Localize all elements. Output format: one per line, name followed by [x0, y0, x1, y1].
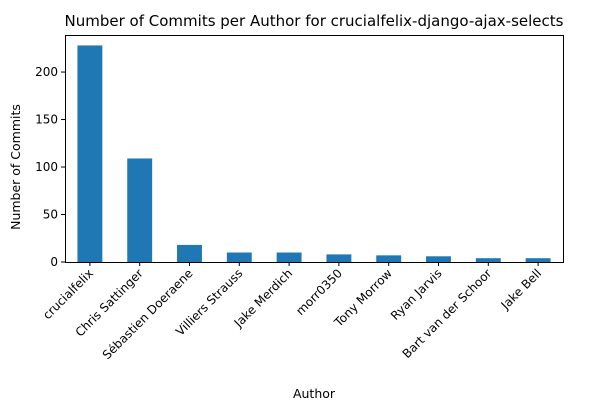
plot-frame: [65, 35, 564, 263]
y-tick-label: 50: [43, 208, 58, 222]
y-axis-label: Number of Commits: [8, 104, 23, 230]
x-axis-label: Author: [293, 386, 336, 401]
bar-2: [177, 244, 202, 262]
bar-1: [127, 158, 153, 262]
bar-3: [226, 252, 252, 262]
x-tick-label: Bart van der Schoor: [400, 266, 495, 361]
y-tick-label: 0: [50, 255, 58, 269]
bar-6: [376, 255, 402, 262]
bar-9: [525, 258, 551, 262]
x-tick-label: morr0350: [293, 266, 345, 318]
y-tick-label: 200: [35, 65, 58, 79]
y-axis-ticks: 0 50 100 150 200: [35, 65, 65, 269]
bar-0: [77, 45, 103, 263]
bar-4: [276, 252, 302, 262]
y-tick-label: 150: [35, 113, 58, 127]
bars-group: [77, 45, 551, 263]
bar-8: [475, 258, 501, 262]
bar-7: [426, 256, 451, 262]
y-tick-label: 100: [35, 160, 58, 174]
x-tick-label: Jake Bell: [498, 266, 545, 313]
x-tick-label: Sébastien Doeraene: [100, 266, 196, 362]
chart-title: Number of Commits per Author for crucial…: [65, 12, 564, 30]
bar-5: [326, 254, 352, 262]
